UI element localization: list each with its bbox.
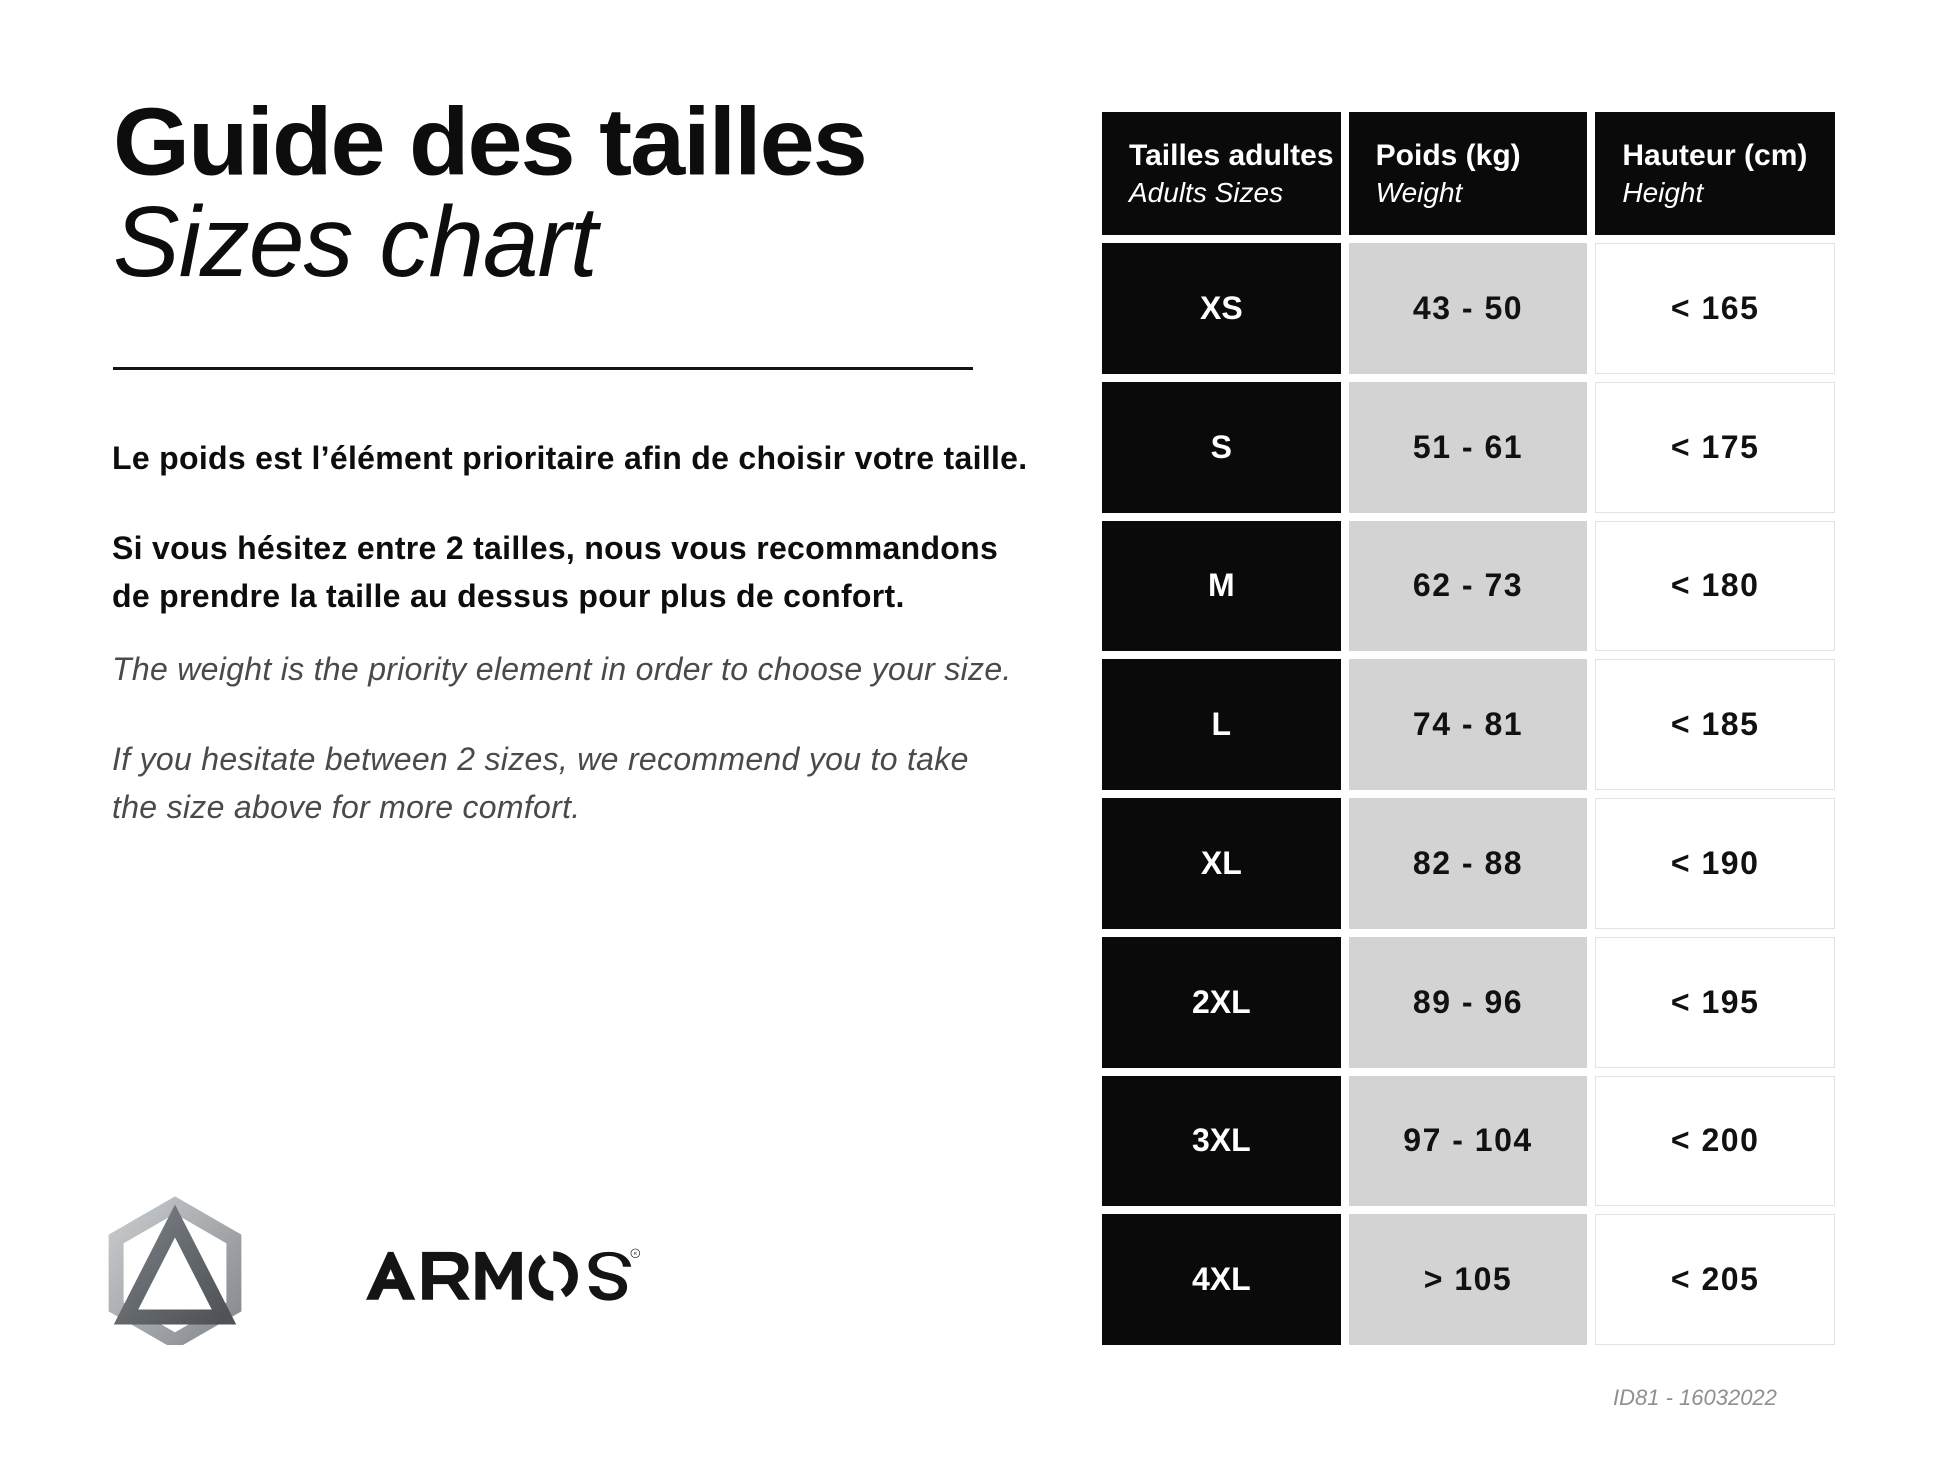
svg-text:R: R [634, 1251, 637, 1256]
